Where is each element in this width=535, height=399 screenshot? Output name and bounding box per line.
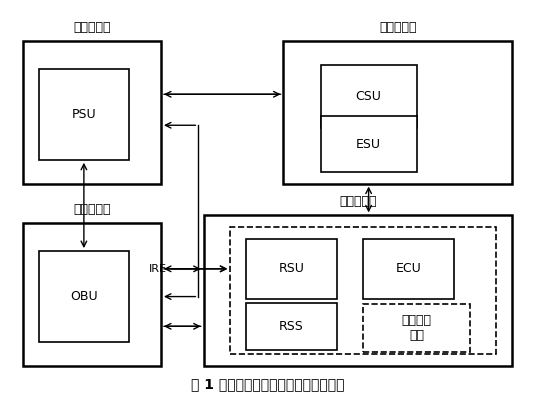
Text: 电子交通
设施: 电子交通 设施: [402, 314, 432, 342]
Text: 中心子系统: 中心子系统: [379, 21, 417, 34]
Bar: [39, 251, 129, 342]
Text: 图 1 各个子系统的逻辑功能和通信接口: 图 1 各个子系统的逻辑功能和通信接口: [191, 378, 344, 392]
Text: IRE: IRE: [148, 264, 166, 274]
Text: ESU: ESU: [356, 138, 381, 150]
Text: 个人子系统: 个人子系统: [73, 21, 111, 34]
Bar: [22, 41, 161, 184]
Text: RSU: RSU: [279, 262, 304, 275]
Bar: [320, 65, 417, 128]
Bar: [22, 223, 161, 366]
Bar: [284, 41, 513, 184]
Text: PSU: PSU: [72, 108, 96, 121]
Text: OBU: OBU: [70, 290, 98, 303]
Bar: [363, 304, 470, 352]
Text: 道路子系统: 道路子系统: [339, 195, 377, 208]
Text: ECU: ECU: [396, 262, 422, 275]
Bar: [230, 227, 496, 354]
Bar: [204, 215, 513, 366]
Bar: [363, 239, 454, 298]
Bar: [320, 116, 417, 172]
Text: RSS: RSS: [279, 320, 304, 333]
Bar: [39, 69, 129, 160]
Bar: [246, 239, 337, 298]
Text: CSU: CSU: [356, 90, 381, 103]
Text: 车辆子系统: 车辆子系统: [73, 203, 111, 216]
Bar: [246, 302, 337, 350]
